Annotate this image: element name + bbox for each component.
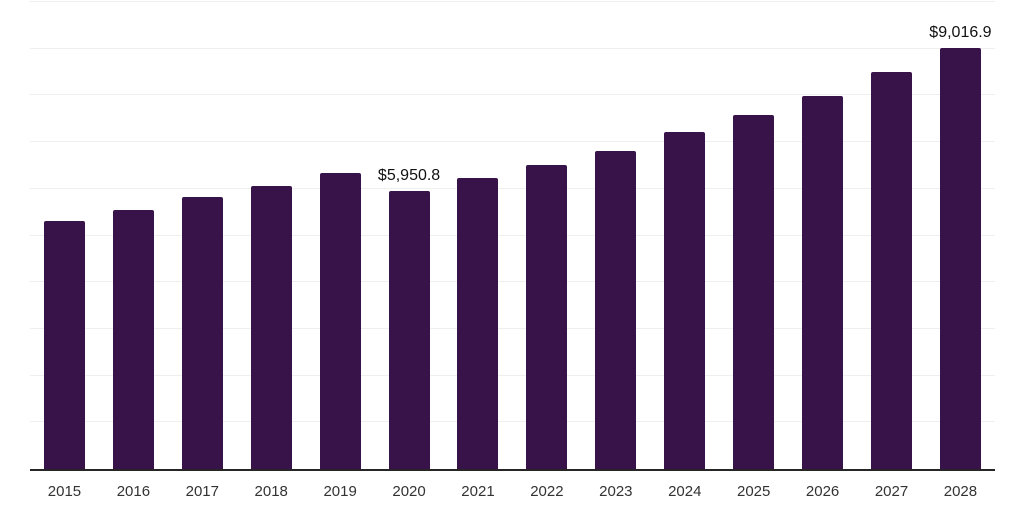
bar-2020 (388, 191, 430, 469)
bar-slot-2028: $9,016.9 (926, 2, 995, 469)
bar-2016 (112, 210, 154, 469)
bar-2022 (526, 164, 568, 469)
x-tick-2027: 2027 (874, 483, 909, 500)
x-tick-2024: 2024 (668, 483, 702, 500)
x-tick-2019: 2019 (323, 483, 357, 500)
gridline-7000 (30, 141, 995, 143)
bar-slot-2017 (168, 2, 237, 469)
gridline-2000 (30, 374, 995, 376)
bar-slot-2027 (857, 2, 926, 469)
gridline-3000 (30, 327, 995, 329)
x-tick-2022: 2022 (530, 483, 564, 500)
x-tick-2016: 2016 (116, 483, 151, 500)
gridline-4000 (30, 281, 995, 283)
x-tick-2018: 2018 (254, 483, 288, 500)
gridline-1000 (30, 421, 995, 423)
bar-slot-2019 (306, 2, 375, 469)
bar-slot-2018 (237, 2, 306, 469)
bar-2019 (319, 172, 361, 469)
x-tick-2020: 2020 (392, 483, 426, 500)
gridline-8000 (30, 94, 995, 96)
bar-slot-2020: $5,950.8 (375, 2, 444, 469)
bar-slot-2023 (581, 2, 650, 469)
bar-2027 (871, 71, 913, 469)
bar-slot-2025 (719, 2, 788, 469)
bar-slot-2026 (788, 2, 857, 469)
bar-2018 (250, 185, 292, 469)
bar-slot-2015 (30, 2, 99, 469)
x-tick-2023: 2023 (599, 483, 633, 500)
bar-2025 (733, 115, 775, 469)
x-tick-2021: 2021 (461, 483, 495, 500)
bar-2017 (181, 196, 223, 469)
x-tick-2015: 2015 (47, 483, 82, 500)
bar-2026 (802, 95, 844, 469)
gridline-6000 (30, 187, 995, 189)
bar-2024 (664, 132, 706, 469)
data-label-2028: $9,016.9 (929, 23, 992, 41)
x-tick-2028: 2028 (943, 483, 978, 500)
x-axis-line (30, 469, 995, 471)
plot-area: $5,950.8 $9,016.9 (30, 1, 995, 469)
bar-2015 (43, 220, 85, 469)
x-axis-labels: 2015 2016 2017 2018 2019 2020 2021 2022 2023 2024… (30, 483, 995, 500)
gridline-10000 (30, 1, 995, 2)
bar-2028 (939, 47, 981, 469)
bar-slot-2021 (444, 2, 513, 469)
bar-2023 (595, 150, 637, 469)
bar-2021 (457, 178, 499, 469)
x-tick-2017: 2017 (185, 483, 219, 500)
x-tick-2026: 2026 (805, 483, 840, 500)
bar-slot-2024 (650, 2, 719, 469)
x-tick-2025: 2025 (736, 483, 771, 500)
bar-slot-2016 (99, 2, 168, 469)
gridline-5000 (30, 234, 995, 236)
gridline-9000 (30, 47, 995, 49)
bar-slot-2022 (512, 2, 581, 469)
data-label-2020: $5,950.8 (377, 167, 441, 185)
bars-container: $5,950.8 $9,016.9 (30, 2, 995, 469)
